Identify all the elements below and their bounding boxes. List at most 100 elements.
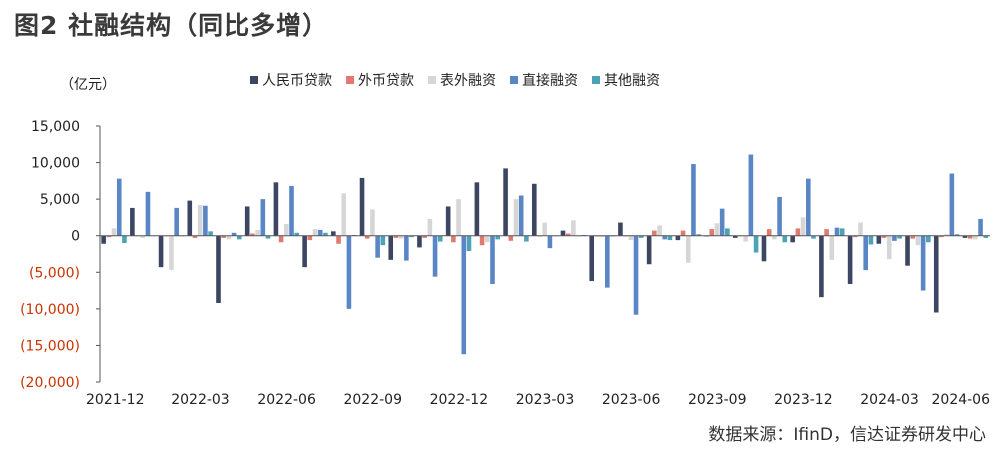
bar	[680, 230, 686, 236]
x-tick-label: 2021-12	[86, 392, 145, 408]
bar	[513, 199, 519, 236]
bar	[508, 235, 514, 241]
bar	[725, 228, 730, 236]
bar	[973, 235, 978, 240]
legend-label: 表外融资	[440, 73, 496, 89]
bar	[795, 228, 801, 236]
legend-entry: 表外融资	[428, 70, 496, 90]
bar	[719, 208, 725, 236]
bar	[116, 178, 122, 236]
bar	[881, 235, 887, 238]
bar	[714, 223, 720, 236]
bar	[920, 235, 926, 291]
bar	[805, 178, 811, 236]
bar	[273, 182, 279, 236]
bar	[466, 235, 472, 252]
bar	[926, 235, 931, 243]
x-tick-label: 2023-03	[516, 392, 575, 408]
bar	[284, 224, 289, 236]
chart-title: 图2 社融结构（同比多增）	[14, 11, 329, 40]
y-tick-label: 0	[71, 229, 80, 245]
bar	[685, 235, 691, 263]
bar	[939, 235, 944, 238]
bar	[359, 177, 365, 236]
bar	[341, 193, 347, 236]
bar	[370, 209, 375, 236]
legend-entry: 外币贷款	[346, 70, 414, 90]
legend-label: 外币贷款	[358, 73, 414, 89]
bar	[130, 207, 135, 236]
bar	[145, 191, 151, 236]
x-tick-label: 2022-09	[343, 392, 402, 408]
legend-swatch	[428, 76, 436, 84]
bar	[933, 235, 939, 313]
bar	[748, 154, 754, 236]
legend-entry: 人民币贷款	[250, 70, 332, 90]
y-tick-label: 15,000	[31, 119, 80, 135]
legend-label: 直接融资	[522, 73, 578, 89]
bar	[766, 229, 772, 236]
bar	[432, 235, 438, 277]
bar	[657, 225, 662, 236]
bar	[404, 235, 409, 261]
bar	[834, 227, 840, 236]
bar	[772, 235, 777, 240]
bar	[868, 235, 874, 245]
bar	[479, 235, 485, 246]
bar	[618, 222, 623, 236]
bar	[197, 204, 203, 236]
bar	[944, 234, 949, 236]
bar	[317, 229, 323, 236]
bar	[388, 235, 394, 260]
bar	[346, 235, 352, 309]
bar	[265, 235, 271, 239]
bar	[858, 222, 863, 236]
bar	[949, 173, 955, 236]
bar	[495, 235, 500, 240]
bar	[312, 229, 318, 236]
legend-swatch	[346, 76, 354, 84]
legend: 人民币贷款 外币贷款 表外融资 直接融资 其他融资	[250, 70, 660, 90]
bar	[417, 235, 422, 248]
bar	[790, 235, 795, 243]
bar	[461, 235, 467, 355]
bar	[662, 235, 668, 240]
bar	[863, 235, 869, 271]
bar	[628, 235, 634, 241]
bar	[307, 235, 313, 241]
y-tick-label: (15,000)	[20, 338, 80, 354]
bar	[589, 235, 595, 282]
legend-label: 人民币贷款	[262, 73, 332, 89]
x-tick-label: 2023-12	[774, 392, 833, 408]
x-tick-label: 2024-03	[860, 392, 919, 408]
bar	[474, 182, 480, 236]
bar	[599, 235, 605, 238]
bar	[187, 200, 193, 236]
bar	[101, 235, 106, 244]
bar	[250, 233, 255, 236]
bar	[158, 235, 164, 268]
bar	[983, 235, 989, 238]
bar	[484, 235, 490, 243]
bar	[336, 235, 341, 244]
bar	[208, 231, 213, 236]
bar	[490, 235, 495, 284]
bar	[967, 235, 973, 239]
bar	[696, 234, 701, 236]
bar	[829, 235, 835, 260]
bar	[236, 235, 242, 240]
bar	[398, 235, 404, 239]
legend-label: 其他融资	[604, 73, 660, 89]
bar	[547, 235, 553, 249]
bar	[323, 232, 328, 236]
bar	[174, 207, 179, 236]
bar	[978, 218, 983, 236]
bar	[691, 164, 696, 236]
bar	[800, 217, 806, 236]
legend-entry: 其他融资	[592, 70, 660, 90]
bar	[106, 235, 112, 238]
bar	[437, 235, 443, 242]
x-tick-label: 2022-03	[171, 392, 230, 408]
legend-swatch	[510, 76, 518, 84]
